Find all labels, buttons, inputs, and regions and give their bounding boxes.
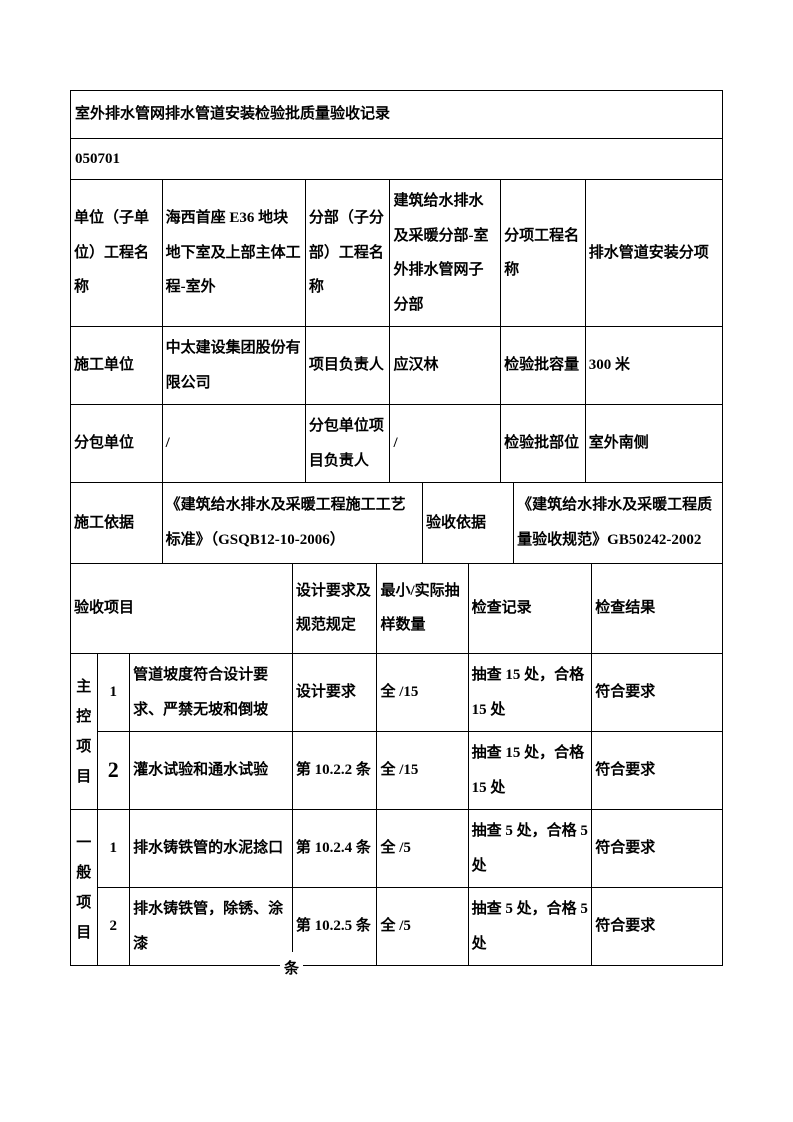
header-sample-qty: 最小/实际抽样数量: [377, 564, 468, 654]
item-project-value: 排水管道安装分项: [585, 180, 722, 327]
header-check-record: 检查记录: [468, 564, 592, 654]
unit-name-label: 单位（子单位）工程名称: [71, 180, 162, 327]
section-general: 一般项目: [71, 810, 97, 966]
row-record: 抽查 5 处，合格 5 处: [468, 888, 592, 966]
sub-leader-label: 分包单位项目负责人: [305, 405, 390, 483]
row-num: 1: [97, 810, 130, 888]
row-result: 符合要求: [592, 654, 722, 732]
row-num: 2: [97, 888, 130, 966]
basis-table: 施工依据 《建筑给水排水及采暖工程施工工艺标准》（GSQB12-10-2006）…: [71, 483, 722, 564]
row-req: 第 10.2.2 条: [292, 732, 377, 810]
header-inspect-item: 验收项目: [71, 564, 292, 654]
batch-capacity-value: 300 米: [585, 327, 722, 405]
row-qty: 全 /5: [377, 810, 468, 888]
sub-project-label: 分部（子分部）工程名称: [305, 180, 390, 327]
row-num: 1: [97, 654, 130, 732]
info-table: 单位（子单位）工程名称 海西首座 E36 地块地下室及上部主体工程-室外 分部（…: [71, 180, 722, 483]
batch-part-label: 检验批部位: [501, 405, 586, 483]
project-leader-label: 项目负责人: [305, 327, 390, 405]
trailing-text: 条: [280, 952, 303, 987]
header-check-result: 检查结果: [592, 564, 722, 654]
row-req: 设计要求: [292, 654, 377, 732]
items-table: 验收项目 设计要求及规范规定 最小/实际抽样数量 检查记录 检查结果 主控项目 …: [71, 564, 722, 967]
row-req: 第 10.2.4 条: [292, 810, 377, 888]
row-result: 符合要求: [592, 732, 722, 810]
row-record: 抽查 15 处，合格 15 处: [468, 732, 592, 810]
row-result: 符合要求: [592, 810, 722, 888]
row-item: 管道坡度符合设计要求、严禁无坡和倒坡: [130, 654, 293, 732]
row-record: 抽查 15 处，合格 15 处: [468, 654, 592, 732]
row-result: 符合要求: [592, 888, 722, 966]
row-qty: 全 /15: [377, 654, 468, 732]
construction-unit-value: 中太建设集团股份有限公司: [162, 327, 305, 405]
row-qty: 全 /5: [377, 888, 468, 966]
form-container: 室外排水管网排水管道安装检验批质量验收记录 050701 单位（子单位）工程名称…: [70, 90, 723, 966]
row-num: 2: [97, 732, 130, 810]
row-req: 第 10.2.5 条: [292, 888, 377, 966]
sub-unit-value: /: [162, 405, 305, 483]
accept-basis-value: 《建筑给水排水及采暖工程质量验收规范》GB50242-2002: [514, 483, 722, 563]
item-project-label: 分项工程名称: [501, 180, 586, 327]
sub-unit-label: 分包单位: [71, 405, 162, 483]
batch-part-value: 室外南侧: [585, 405, 722, 483]
project-leader-value: 应汉林: [390, 327, 501, 405]
construction-unit-label: 施工单位: [71, 327, 162, 405]
section-main-control: 主控项目: [71, 654, 97, 810]
row-qty: 全 /15: [377, 732, 468, 810]
row-item: 排水铸铁管的水泥捻口: [130, 810, 293, 888]
batch-capacity-label: 检验批容量: [501, 327, 586, 405]
sub-leader-value: /: [390, 405, 501, 483]
accept-basis-label: 验收依据: [423, 483, 514, 563]
construct-basis-value: 《建筑给水排水及采暖工程施工工艺标准》（GSQB12-10-2006）: [162, 483, 422, 563]
form-title: 室外排水管网排水管道安装检验批质量验收记录: [71, 91, 722, 139]
unit-name-value: 海西首座 E36 地块地下室及上部主体工程-室外: [162, 180, 305, 327]
construct-basis-label: 施工依据: [71, 483, 162, 563]
sub-project-value: 建筑给水排水及采暖分部-室外排水管网子分部: [390, 180, 501, 327]
header-design-req: 设计要求及规范规定: [292, 564, 377, 654]
row-record: 抽查 5 处，合格 5 处: [468, 810, 592, 888]
row-item: 灌水试验和通水试验: [130, 732, 293, 810]
form-code: 050701: [71, 139, 722, 181]
row-item: 排水铸铁管，除锈、涂漆: [130, 888, 293, 966]
